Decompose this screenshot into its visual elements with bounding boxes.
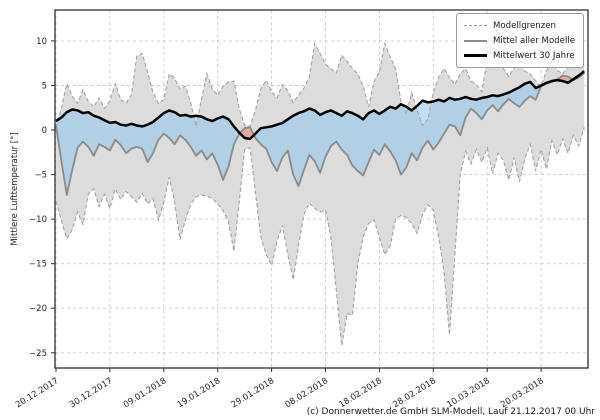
gray-line-icon — [464, 39, 487, 42]
legend-item-modellgrenzen: Modellgrenzen — [464, 18, 577, 33]
legend-item-mittelwert-30-jahre: Mittelwert 30 Jahre — [464, 48, 577, 63]
svg-text:−5: −5 — [34, 171, 47, 181]
copyright-note: (c) Donnerwetter.de GmbH SLM-Modell, Lau… — [306, 407, 595, 417]
svg-text:−10: −10 — [29, 215, 47, 225]
legend-label: Mittelwert 30 Jahre — [493, 50, 575, 61]
upper-model-bound-line — [55, 41, 585, 128]
svg-text:20.12.2017: 20.12.2017 — [14, 376, 61, 410]
dashed-line-icon — [464, 25, 487, 26]
colder-than-normal-fill — [253, 80, 555, 187]
colder-than-normal-fill — [56, 109, 240, 195]
legend-item-mittel-aller-modelle: Mittel aller Modelle — [464, 33, 577, 48]
legend-label: Mittel aller Modelle — [493, 35, 576, 46]
svg-text:0: 0 — [42, 126, 47, 136]
black-line-icon — [464, 54, 487, 57]
svg-text:−20: −20 — [29, 304, 47, 314]
legend-label: Modellgrenzen — [493, 20, 556, 31]
svg-text:19.01.2018: 19.01.2018 — [176, 376, 223, 410]
svg-text:18.02.2018: 18.02.2018 — [337, 376, 384, 410]
svg-text:10.03.2018: 10.03.2018 — [445, 376, 492, 410]
model-mean-line — [55, 72, 585, 196]
svg-text:10: 10 — [36, 37, 47, 47]
svg-text:−15: −15 — [29, 260, 47, 270]
svg-text:5: 5 — [42, 82, 47, 92]
svg-text:08.02.2018: 08.02.2018 — [284, 376, 331, 410]
y-axis-label: Mittlere Lufttemperatur [°] — [10, 132, 20, 246]
model-range-band — [56, 43, 585, 346]
svg-text:09.01.2018: 09.01.2018 — [122, 376, 169, 410]
svg-text:29.01.2018: 29.01.2018 — [230, 376, 277, 410]
mean-30y-line — [55, 70, 585, 141]
chart-legend: Modellgrenzen Mittel aller Modelle Mitte… — [456, 13, 584, 68]
svg-text:30.12.2017: 30.12.2017 — [68, 376, 115, 410]
svg-text:20.03.2018: 20.03.2018 — [499, 376, 546, 410]
lower-model-bound-line — [55, 127, 585, 346]
svg-text:−25: −25 — [29, 349, 47, 359]
svg-text:28.02.2018: 28.02.2018 — [391, 376, 438, 410]
